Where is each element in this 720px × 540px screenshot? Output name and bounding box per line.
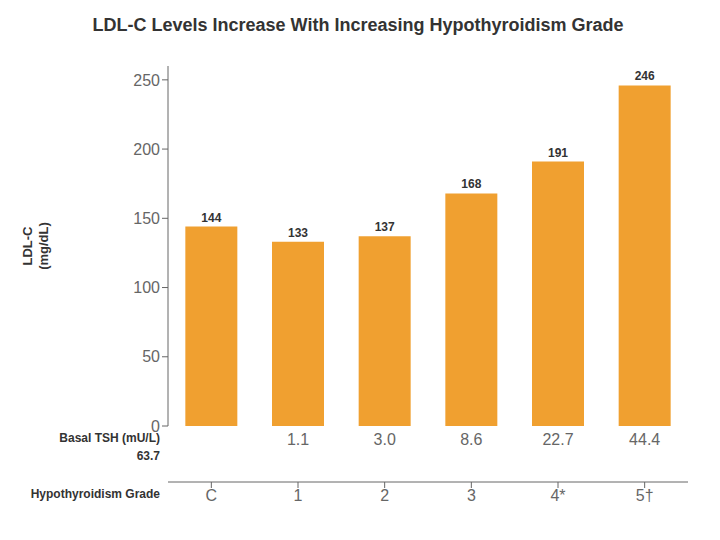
svg-text:C: C xyxy=(206,487,218,504)
svg-text:246: 246 xyxy=(635,69,655,83)
svg-text:50: 50 xyxy=(142,348,160,365)
svg-text:3: 3 xyxy=(467,487,476,504)
svg-text:LDL-C(mg/dL): LDL-C(mg/dL) xyxy=(20,222,51,270)
svg-text:100: 100 xyxy=(133,279,160,296)
svg-text:Hypothyroidism Grade: Hypothyroidism Grade xyxy=(31,487,161,501)
svg-text:44.4: 44.4 xyxy=(629,431,660,448)
svg-text:133: 133 xyxy=(288,226,308,240)
svg-text:63.7: 63.7 xyxy=(137,449,161,463)
svg-text:1: 1 xyxy=(294,487,303,504)
svg-text:3.0: 3.0 xyxy=(374,431,396,448)
svg-text:168: 168 xyxy=(461,177,481,191)
svg-text:1.1: 1.1 xyxy=(287,431,309,448)
svg-text:4*: 4* xyxy=(550,487,565,504)
svg-text:150: 150 xyxy=(133,210,160,227)
svg-text:191: 191 xyxy=(548,146,568,160)
svg-text:200: 200 xyxy=(133,141,160,158)
svg-text:5†: 5† xyxy=(636,487,654,504)
svg-text:0: 0 xyxy=(151,418,160,435)
svg-text:8.6: 8.6 xyxy=(460,431,482,448)
svg-text:2: 2 xyxy=(380,487,389,504)
svg-text:22.7: 22.7 xyxy=(542,431,573,448)
svg-text:137: 137 xyxy=(375,220,395,234)
html-text:LDL-C Levels Increase With Inc: LDL-C Levels Increase With Increasing Hy… xyxy=(92,15,624,35)
svg-text:144: 144 xyxy=(201,211,221,225)
svg-text:Basal TSH (mU/L): Basal TSH (mU/L) xyxy=(59,431,160,445)
svg-text:250: 250 xyxy=(133,72,160,89)
